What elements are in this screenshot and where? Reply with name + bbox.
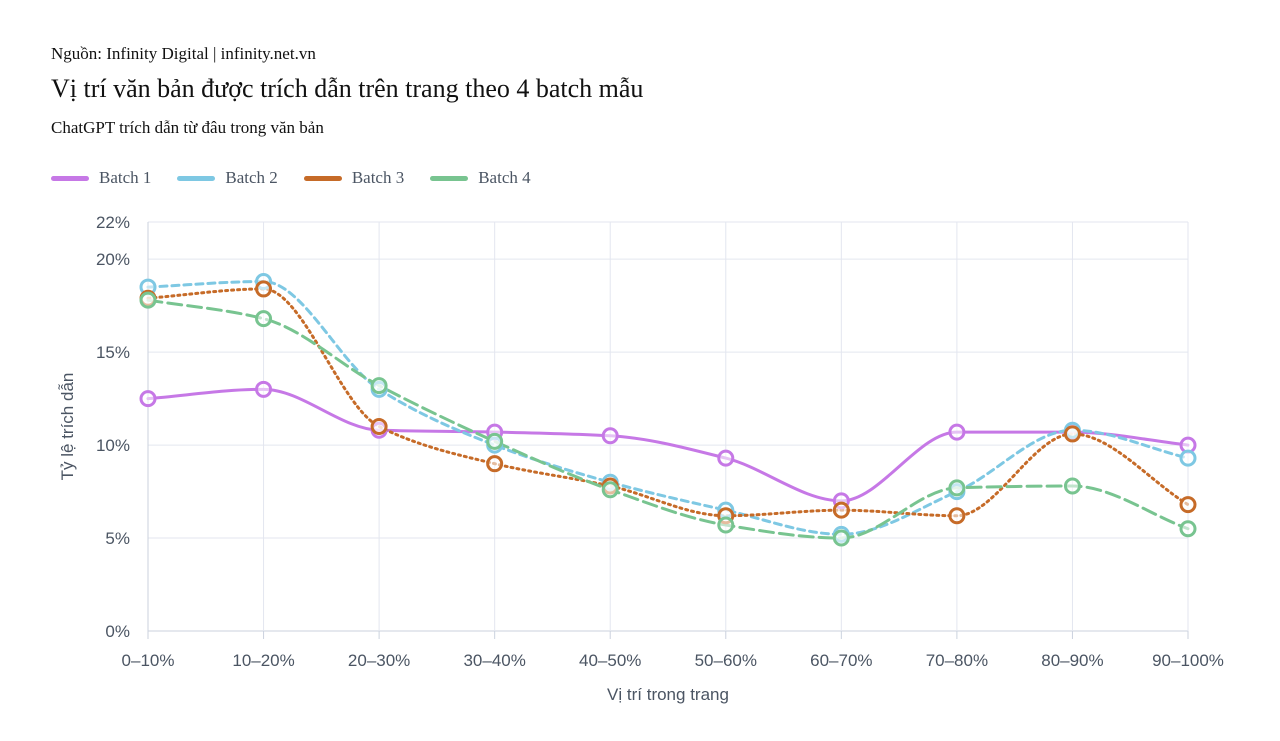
data-point-batch-4 xyxy=(832,529,850,547)
chart-grid xyxy=(147,221,1189,632)
data-point-batch-4 xyxy=(255,310,273,328)
x-tick-label: 90–100% xyxy=(1152,651,1224,670)
chart-subtitle: ChatGPT trích dẫn từ đâu trong văn bản xyxy=(51,118,324,137)
legend-swatch xyxy=(430,175,469,181)
x-axis-title: Vị trí trong trang xyxy=(607,685,729,704)
series-line-batch-1 xyxy=(146,387,1190,503)
data-point-batch-1 xyxy=(948,423,966,441)
series-line-batch-2 xyxy=(146,279,1190,536)
chart-title: Vị trí văn bản được trích dẫn trên trang… xyxy=(51,74,644,103)
data-point-batch-4 xyxy=(1179,520,1197,538)
x-tick-label: 30–40% xyxy=(463,651,525,670)
legend-item-batch-4[interactable]: Batch 4 xyxy=(430,168,531,188)
legend-item-batch-1[interactable]: Batch 1 xyxy=(51,168,151,188)
x-tick-label: 10–20% xyxy=(232,651,294,670)
legend-swatch xyxy=(177,175,216,181)
x-tick-label: 80–90% xyxy=(1041,651,1103,670)
x-tick-label: 60–70% xyxy=(810,651,872,670)
data-point-batch-4 xyxy=(601,481,619,499)
chart-axes: 0% 5% 10% 15% 20% 22% 0–10% 10–20% 20–30% 30–40% 4… xyxy=(58,213,1224,704)
x-tick-label: 0–10% xyxy=(122,651,175,670)
data-point-batch-4 xyxy=(139,291,157,309)
legend-item-batch-2[interactable]: Batch 2 xyxy=(177,168,278,188)
x-tick-label: 40–50% xyxy=(579,651,641,670)
data-point-batch-2 xyxy=(1179,449,1197,467)
data-point-batch-4 xyxy=(1063,477,1081,495)
series-line-batch-3 xyxy=(146,287,1190,518)
data-point-batch-4 xyxy=(948,479,966,497)
series-line-batch-4 xyxy=(146,298,1190,540)
data-point-batch-4 xyxy=(486,432,504,450)
y-axis-title: Tỷ lệ trích dẫn xyxy=(58,373,77,481)
x-tick-label: 70–80% xyxy=(926,651,988,670)
legend-label: Batch 3 xyxy=(351,168,405,187)
legend-item-batch-3[interactable]: Batch 3 xyxy=(303,168,405,188)
data-point-batch-3 xyxy=(832,501,850,519)
data-point-batch-3 xyxy=(255,280,273,298)
data-point-batch-1 xyxy=(255,380,273,398)
y-tick-label: 20% xyxy=(96,250,130,269)
y-tick-label: 22% xyxy=(96,213,130,232)
x-tick-label: 50–60% xyxy=(695,651,757,670)
x-tick-label: 20–30% xyxy=(348,651,410,670)
data-point-batch-3 xyxy=(948,507,966,525)
chart-legend: Batch 1 Batch 2 Batch 3 Batch 4 xyxy=(51,166,557,190)
data-point-batch-1 xyxy=(139,390,157,408)
y-tick-label: 10% xyxy=(96,436,130,455)
data-point-batch-4 xyxy=(717,516,735,534)
data-point-batch-3 xyxy=(1179,496,1197,514)
data-point-batch-3 xyxy=(486,455,504,473)
y-tick-label: 5% xyxy=(105,529,130,548)
data-point-batch-1 xyxy=(601,427,619,445)
y-tick-label: 0% xyxy=(105,622,130,641)
data-point-batch-4 xyxy=(370,377,388,395)
data-point-batch-3 xyxy=(370,418,388,435)
data-point-batch-3 xyxy=(1063,425,1081,443)
chart-markers xyxy=(139,272,1197,547)
y-tick-label: 15% xyxy=(96,343,130,362)
chart-source: Nguồn: Infinity Digital | infinity.net.v… xyxy=(51,44,316,63)
data-point-batch-1 xyxy=(717,449,735,467)
legend-label: Batch 2 xyxy=(225,168,278,187)
legend-label: Batch 1 xyxy=(99,168,152,187)
legend-swatch xyxy=(51,175,89,181)
legend-label: Batch 4 xyxy=(478,168,531,187)
legend-swatch xyxy=(303,175,342,181)
chart-series xyxy=(146,279,1190,540)
